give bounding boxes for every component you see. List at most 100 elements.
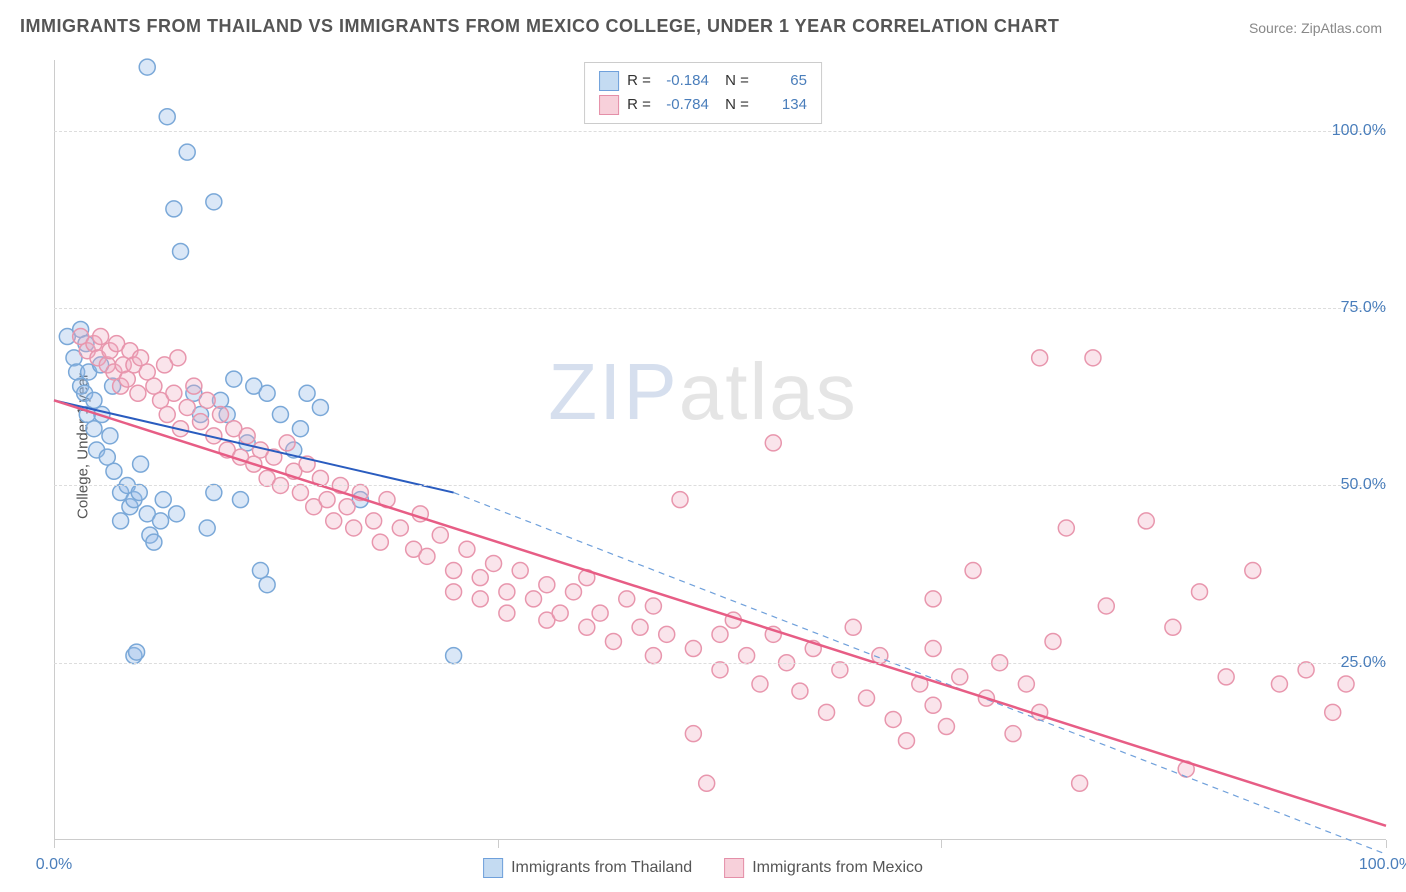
data-point — [213, 407, 229, 423]
data-point — [226, 371, 242, 387]
swatch-mexico — [599, 95, 619, 115]
data-point — [1005, 726, 1021, 742]
data-point — [526, 591, 542, 607]
data-point — [1138, 513, 1154, 529]
data-point — [499, 605, 515, 621]
data-point — [392, 520, 408, 536]
data-point — [259, 577, 275, 593]
y-tick-label: 75.0% — [1341, 299, 1386, 317]
data-point — [619, 591, 635, 607]
data-point — [752, 676, 768, 692]
y-tick-label: 25.0% — [1341, 654, 1386, 672]
scatter-chart — [54, 60, 1386, 840]
data-point — [792, 683, 808, 699]
data-point — [472, 591, 488, 607]
data-point — [155, 492, 171, 508]
r-value-thailand: -0.184 — [659, 69, 709, 93]
data-point — [139, 59, 155, 75]
legend-stats-row-thailand: R = -0.184 N = 65 — [599, 69, 807, 93]
data-point — [579, 619, 595, 635]
data-point — [859, 690, 875, 706]
swatch-mexico-icon — [724, 858, 744, 878]
data-point — [272, 407, 288, 423]
data-point — [712, 626, 728, 642]
data-point — [446, 563, 462, 579]
data-point — [131, 485, 147, 501]
source-credit: Source: ZipAtlas.com — [1249, 20, 1382, 36]
data-point — [279, 435, 295, 451]
data-point — [419, 548, 435, 564]
data-point — [472, 570, 488, 586]
legend-series: Immigrants from Thailand Immigrants from… — [483, 858, 923, 878]
data-point — [193, 414, 209, 430]
data-point — [512, 563, 528, 579]
data-point — [292, 485, 308, 501]
data-point — [632, 619, 648, 635]
data-point — [925, 591, 941, 607]
trend-extrapolation — [454, 493, 1386, 855]
data-point — [166, 385, 182, 401]
data-point — [173, 243, 189, 259]
x-tick-label: 100.0% — [1359, 856, 1406, 874]
data-point — [1072, 775, 1088, 791]
data-point — [1325, 704, 1341, 720]
data-point — [146, 534, 162, 550]
data-point — [765, 435, 781, 451]
data-point — [326, 513, 342, 529]
data-point — [366, 513, 382, 529]
data-point — [129, 644, 145, 660]
data-point — [199, 392, 215, 408]
data-point — [739, 648, 755, 664]
data-point — [1085, 350, 1101, 366]
data-point — [86, 392, 102, 408]
data-point — [685, 641, 701, 657]
trend-line — [54, 400, 1386, 825]
n-value-thailand: 65 — [757, 69, 807, 93]
gridline-h — [54, 131, 1386, 132]
data-point — [1165, 619, 1181, 635]
x-tick-mark — [498, 840, 499, 848]
data-point — [699, 775, 715, 791]
data-point — [1245, 563, 1261, 579]
data-point — [153, 513, 169, 529]
data-point — [1218, 669, 1234, 685]
data-point — [339, 499, 355, 515]
data-point — [312, 399, 328, 415]
data-point — [1271, 676, 1287, 692]
data-point — [206, 485, 222, 501]
data-point — [169, 506, 185, 522]
x-tick-mark — [941, 840, 942, 848]
data-point — [552, 605, 568, 621]
data-point — [1098, 598, 1114, 614]
data-point — [432, 527, 448, 543]
data-point — [186, 378, 202, 394]
n-value-mexico: 134 — [757, 93, 807, 117]
legend-item-thailand: Immigrants from Thailand — [483, 858, 692, 878]
data-point — [179, 144, 195, 160]
data-point — [499, 584, 515, 600]
data-point — [346, 520, 362, 536]
data-point — [446, 648, 462, 664]
gridline-h — [54, 663, 1386, 664]
swatch-thailand — [599, 71, 619, 91]
data-point — [1018, 676, 1034, 692]
data-point — [486, 555, 502, 571]
data-point — [672, 492, 688, 508]
r-value-mexico: -0.784 — [659, 93, 709, 117]
data-point — [259, 385, 275, 401]
data-point — [159, 109, 175, 125]
data-point — [159, 407, 175, 423]
data-point — [565, 584, 581, 600]
data-point — [319, 492, 335, 508]
legend-label-mexico: Immigrants from Mexico — [752, 859, 923, 877]
data-point — [106, 463, 122, 479]
data-point — [938, 719, 954, 735]
data-point — [292, 421, 308, 437]
data-point — [712, 662, 728, 678]
data-point — [925, 641, 941, 657]
data-point — [93, 329, 109, 345]
data-point — [1032, 350, 1048, 366]
data-point — [1338, 676, 1354, 692]
data-point — [832, 662, 848, 678]
data-point — [885, 711, 901, 727]
